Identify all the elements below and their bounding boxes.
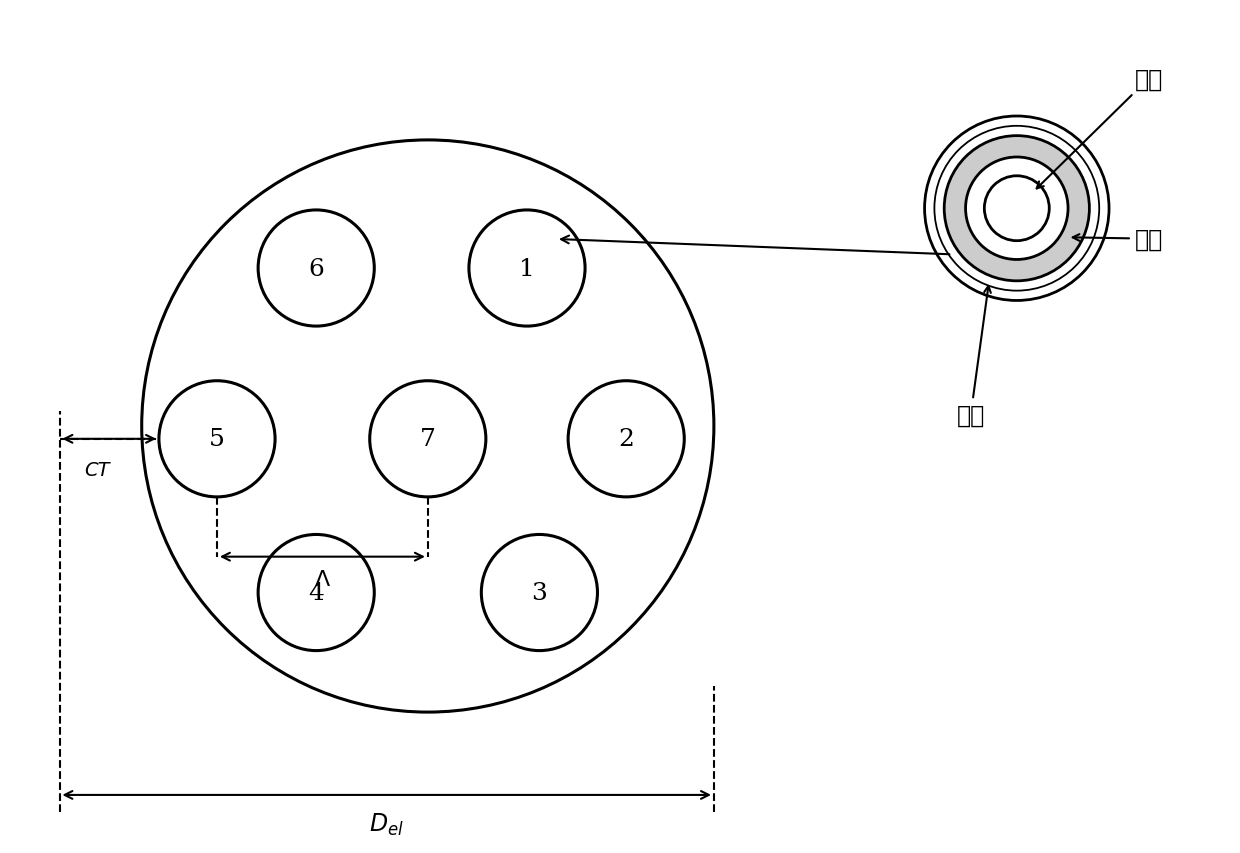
Circle shape — [258, 535, 374, 651]
Text: 纤芯: 纤芯 — [1037, 67, 1163, 189]
Circle shape — [925, 117, 1109, 301]
Text: 1: 1 — [520, 258, 534, 280]
Circle shape — [469, 211, 585, 327]
Text: 5: 5 — [210, 428, 224, 450]
Text: 7: 7 — [420, 428, 435, 450]
Text: 6: 6 — [309, 258, 324, 280]
Circle shape — [370, 381, 486, 497]
Text: $D_{el}$: $D_{el}$ — [370, 810, 404, 837]
Text: CT: CT — [84, 461, 110, 479]
Circle shape — [966, 158, 1068, 260]
Circle shape — [568, 381, 684, 497]
Circle shape — [258, 211, 374, 327]
Text: 沟槽: 沟槽 — [1073, 228, 1163, 252]
Circle shape — [481, 535, 598, 651]
Circle shape — [944, 136, 1090, 281]
Circle shape — [141, 141, 714, 712]
Text: 包层: 包层 — [956, 287, 991, 427]
Text: 4: 4 — [309, 582, 324, 604]
Circle shape — [985, 177, 1049, 241]
Text: $\Lambda$: $\Lambda$ — [314, 570, 331, 589]
Circle shape — [159, 381, 275, 497]
Text: 3: 3 — [532, 582, 547, 604]
Text: 2: 2 — [619, 428, 634, 450]
